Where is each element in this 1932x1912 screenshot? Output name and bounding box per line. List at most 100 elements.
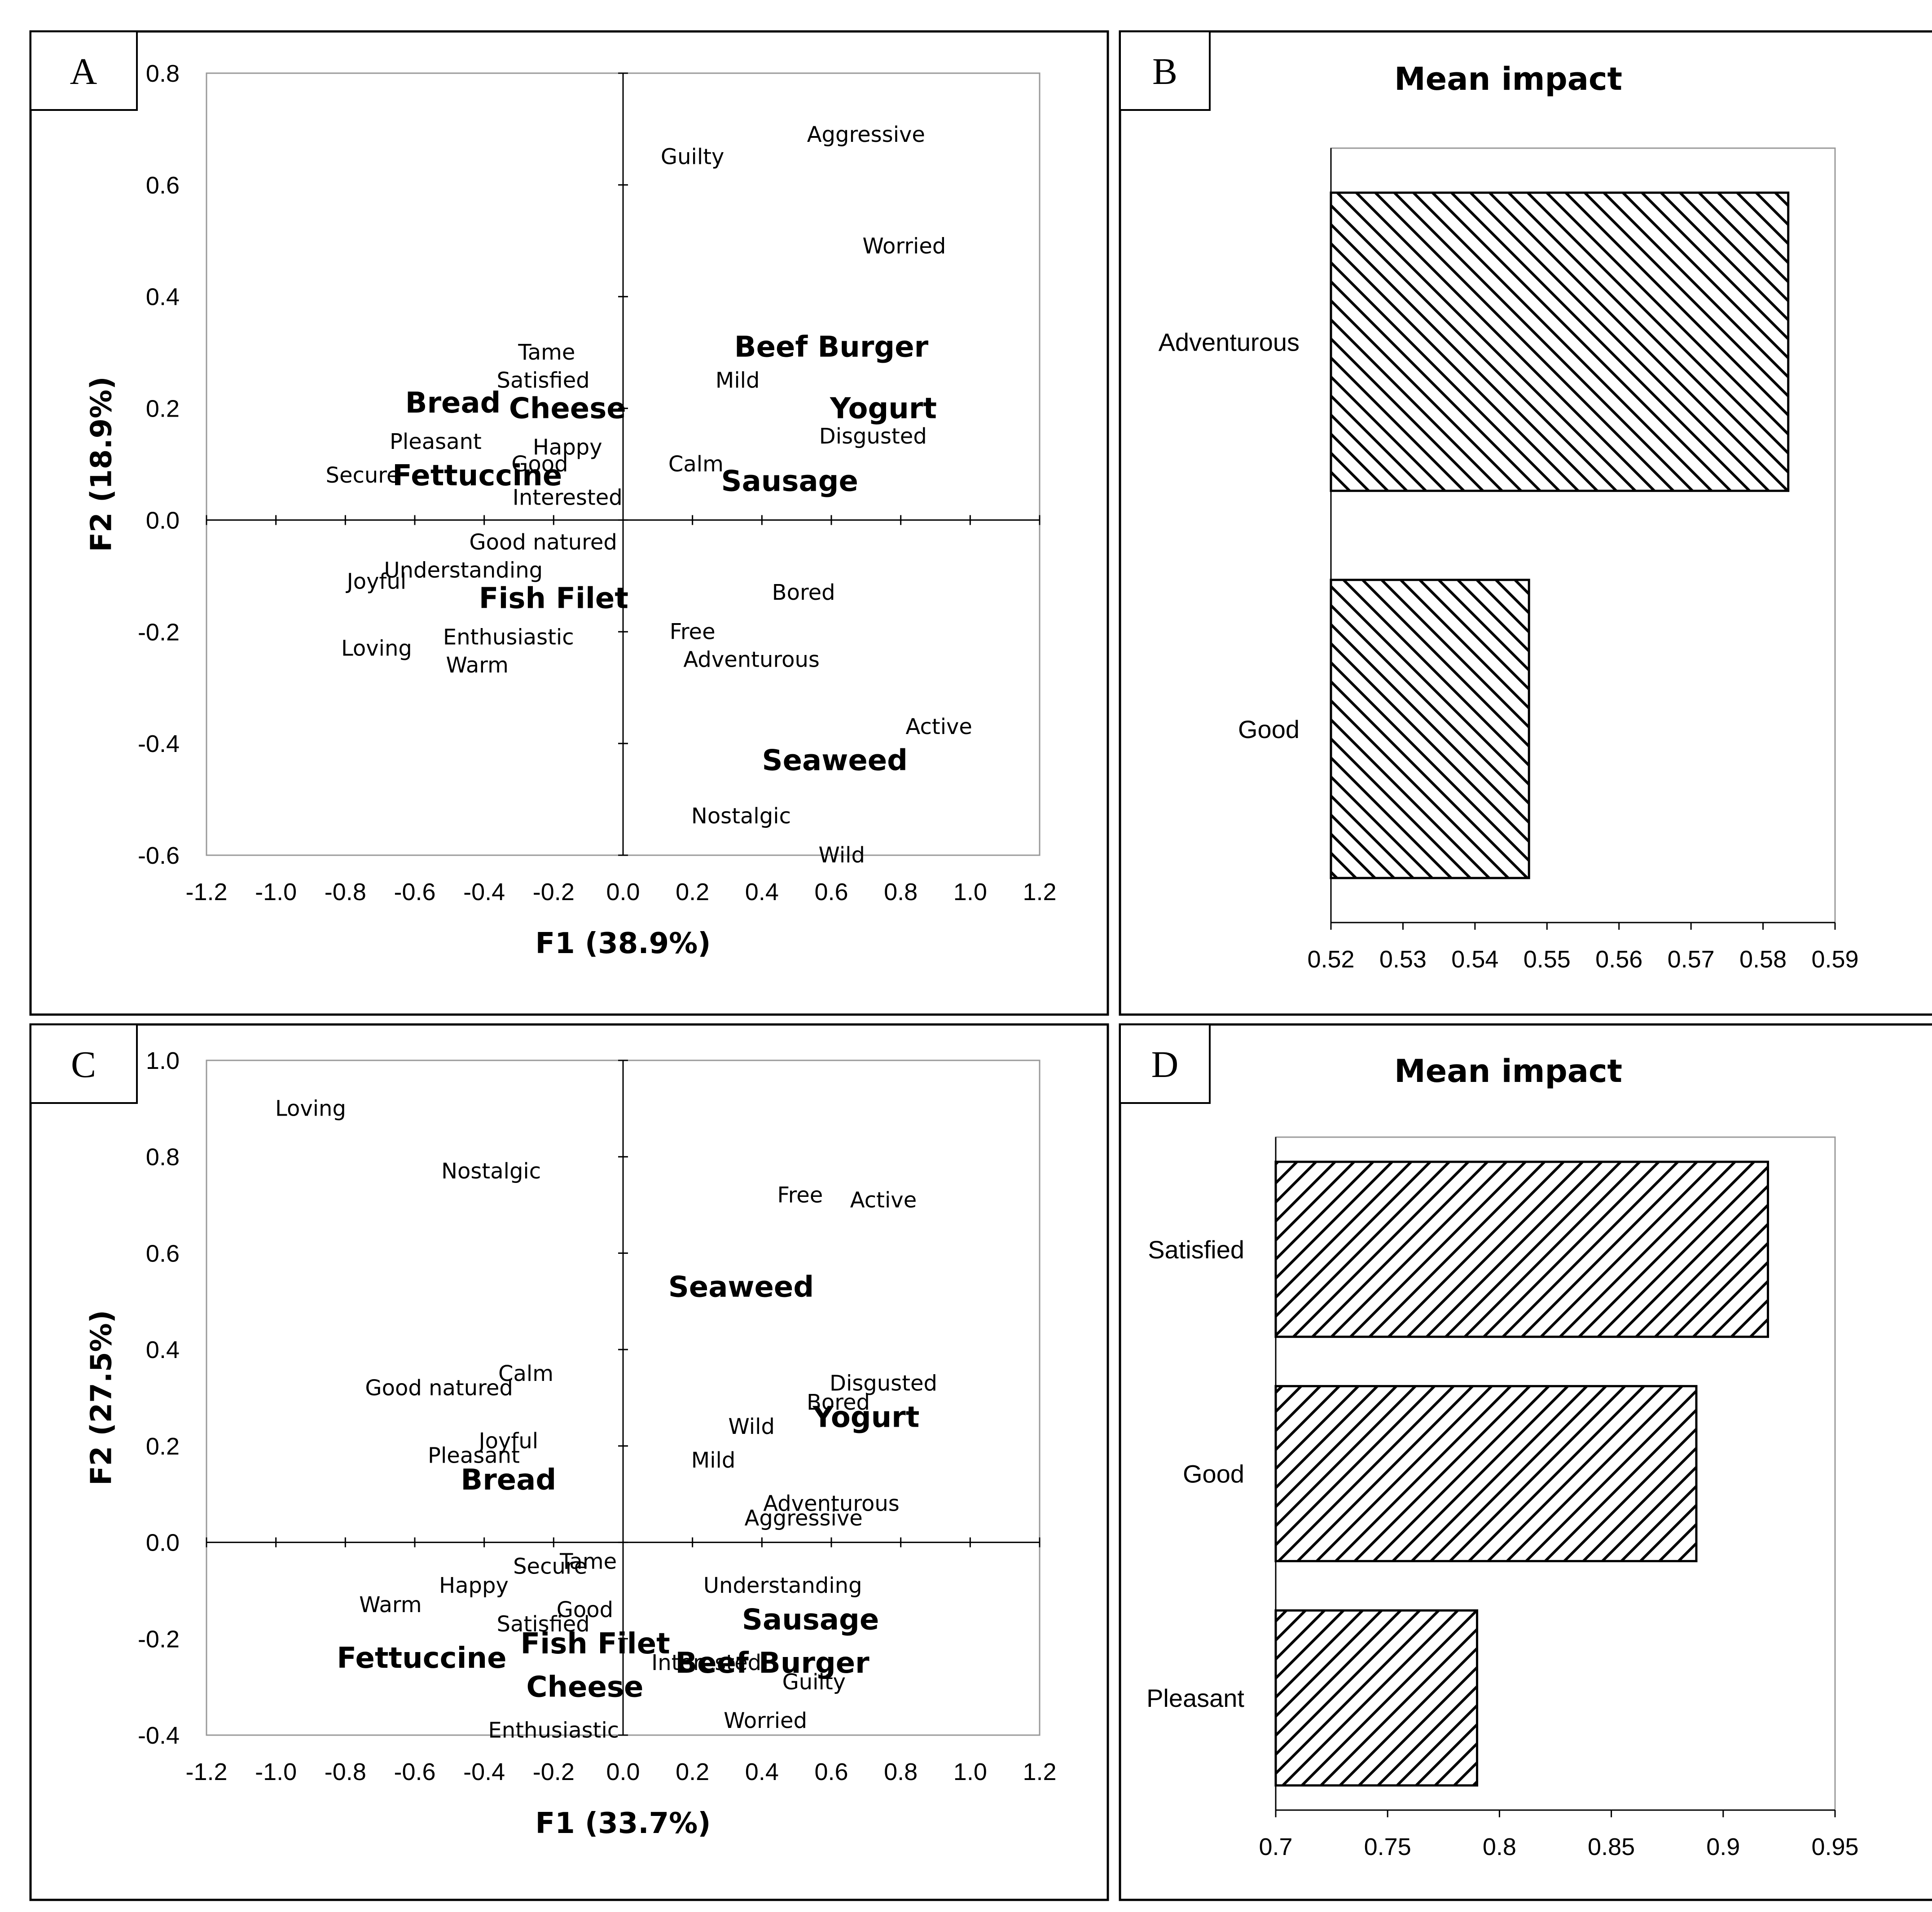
attribute-label-worried: Worried [724,1708,807,1733]
product-label-fish-filet: Fish Filet [521,1627,670,1661]
attribute-label-joyful: Joyful [478,1429,539,1454]
attribute-label-pleasant: Pleasant [428,1443,520,1468]
x-tick-label: 0.59 [1811,946,1858,973]
attribute-label-guilty: Guilty [661,145,724,170]
attribute-label-understanding: Understanding [384,558,543,583]
x-tick-label: 0.2 [676,1758,709,1785]
attribute-label-loving: Loving [341,636,412,661]
attribute-label-warm: Warm [359,1592,422,1618]
y-tick-label: 0.0 [146,1530,180,1556]
x-tick-label: 0.57 [1668,946,1715,973]
attribute-label-calm: Calm [498,1361,553,1386]
category-label-good: Good [1238,715,1300,743]
x-tick-label: 0.75 [1364,1833,1411,1860]
bar-good [1330,579,1530,879]
attribute-label-calm: Calm [668,452,724,477]
x-tick-label: 1.2 [1023,879,1056,905]
x-tick-label: 0.2 [676,879,709,905]
attribute-label-adventurous: Adventurous [763,1491,900,1516]
x-tick-label: -0.2 [533,1758,575,1785]
y-tick-label: 0.6 [146,172,180,199]
panel-b-letter: B [1152,51,1177,92]
x-tick-label: -1.0 [255,879,297,905]
attribute-label-disgusted: Disgusted [830,1371,937,1396]
x-tick-label: 0.9 [1706,1833,1740,1860]
attribute-label-nostalgic: Nostalgic [691,804,791,829]
attribute-label-bored: Bored [807,1390,870,1415]
y-tick-label: -0.4 [138,1722,180,1749]
attribute-label-secure: Secure [513,1554,587,1579]
panel-d-chart-title: Mean impact [1394,1053,1622,1090]
product-label-yogurt: Yogurt [812,1401,919,1434]
x-tick-label: 0.95 [1811,1833,1858,1860]
x-tick-label: 1.2 [1023,1758,1056,1785]
x-tick-label: 0.0 [606,879,640,905]
attribute-label-good-natured: Good natured [469,530,617,555]
y-tick-label: -0.6 [138,842,180,869]
attribute-label-loving: Loving [275,1096,346,1121]
product-label-yogurt: Yogurt [830,392,937,426]
panel-a-y-axis-title: F2 (18.9%) [85,376,119,552]
category-label-pleasant: Pleasant [1146,1684,1244,1712]
y-tick-label: -0.4 [138,730,180,757]
product-label-cheese: Cheese [527,1671,644,1704]
panel-a-x-axis-title: F1 (38.9%) [535,927,711,960]
attribute-label-mild: Mild [716,368,760,393]
x-tick-label: -0.6 [394,879,435,905]
x-tick-label: 0.8 [884,1758,918,1785]
x-tick-label: 1.0 [953,879,987,905]
attribute-label-enthusiastic: Enthusiastic [488,1718,619,1743]
x-tick-label: -1.2 [185,1758,227,1785]
attribute-label-enthusiastic: Enthusiastic [443,625,574,650]
product-label-fettuccine: Fettuccine [392,459,562,492]
attribute-label-happy: Happy [439,1573,509,1598]
panel-a: A -1.2 -1.0 -0.8 -0.6 -0.4 -0.2 0.0 0.2 0.4 0.6 0.8… [29,30,1109,1016]
attribute-label-tame: Tame [559,1549,617,1574]
attribute-label-adventurous: Adventurous [683,647,820,672]
x-tick-label: 0.6 [814,1758,848,1785]
x-tick-label: -0.6 [394,1758,435,1785]
y-tick-label: 0.2 [146,396,180,422]
bar-adventurous [1330,191,1790,492]
attribute-label-aggressive: Aggressive [807,122,925,147]
x-tick-label: 1.0 [953,1758,987,1785]
attribute-label-mild: Mild [691,1448,736,1473]
attribute-label-joyful: Joyful [346,569,407,594]
attribute-label-good-natured: Good natured [365,1376,513,1401]
attribute-label-secure: Secure [325,463,400,488]
y-tick-label: 0.0 [146,507,180,534]
panel-b-chart-title: Mean impact [1394,61,1622,97]
attribute-label-satisfied: Satisfied [496,1612,589,1637]
attribute-label-pleasant: Pleasant [390,429,482,454]
panel-d-letter-box [1119,1024,1211,1104]
product-label-bread: Bread [405,387,501,420]
product-label-seaweed: Seaweed [668,1271,814,1304]
panel-c-y-axis-title: F2 (27.5%) [85,1310,119,1486]
x-tick-label: 0.4 [745,879,779,905]
attribute-label-nostalgic: Nostalgic [441,1159,541,1184]
category-label-satisfied: Satisfied [1148,1235,1244,1264]
attribute-label-worried: Worried [862,234,946,259]
bar-good [1274,1385,1698,1562]
attribute-label-active: Active [905,714,972,739]
x-tick-label: 0.8 [884,879,918,905]
attribute-label-free: Free [777,1183,823,1208]
attribute-label-wild: Wild [728,1414,775,1439]
y-tick-label: 0.6 [146,1240,180,1267]
x-tick-label: -1.0 [255,1758,297,1785]
bar-pleasant [1274,1609,1479,1787]
x-tick-label: 0.85 [1588,1833,1635,1860]
attribute-label-satisfied: Satisfied [496,368,589,393]
x-tick-label: -0.4 [463,879,505,905]
y-tick-label: -0.2 [138,619,180,646]
attribute-label-aggressive: Aggressive [744,1506,862,1531]
x-tick-label: -0.8 [325,1758,366,1785]
product-label-sausage: Sausage [742,1603,879,1636]
product-label-fettuccine: Fettuccine [337,1642,506,1675]
category-label-adventurous: Adventurous [1159,328,1300,356]
product-label-seaweed: Seaweed [762,744,908,777]
panel-d: D Mean impact 0.7 0.75 0.8 0.85 0.9 0.95 Satisfi… [1119,1023,1932,1901]
product-label-bread: Bread [461,1464,556,1497]
panel-c-frame [29,1023,1109,1901]
